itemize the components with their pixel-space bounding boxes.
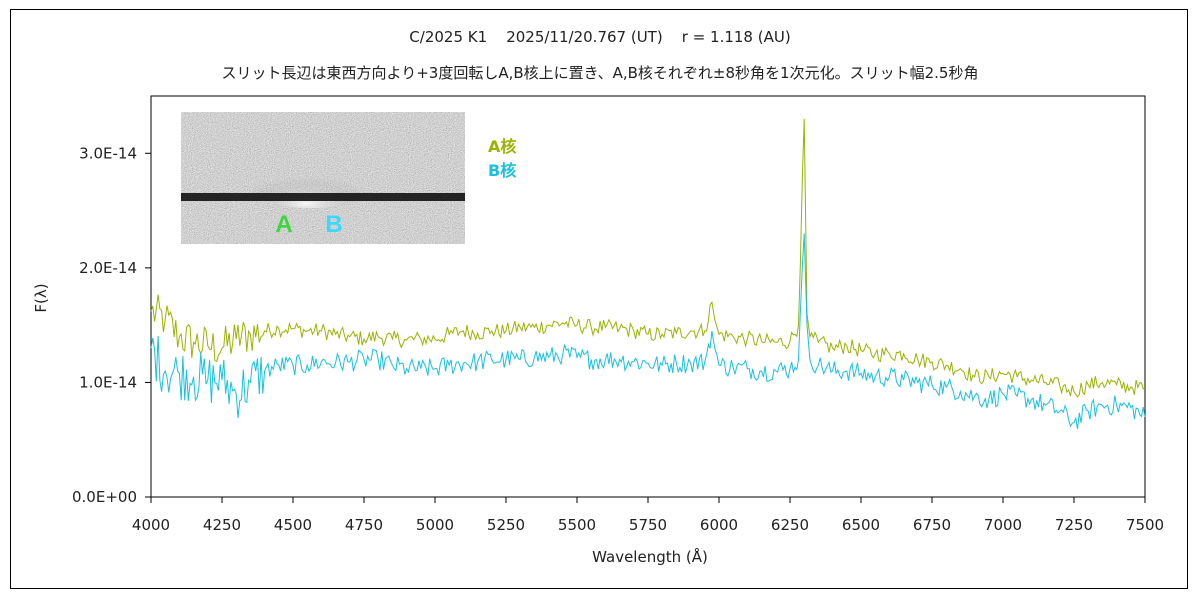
x-axis: 4000 4250 4500 4750 5000 5250 5500 5750 6000 6250… xyxy=(132,497,1164,534)
x-tick-label: 5500 xyxy=(558,516,596,534)
chart-frame xyxy=(10,9,1188,589)
y-tick-label: 2.0E-14 xyxy=(79,259,137,277)
x-tick-label: 4750 xyxy=(345,516,383,534)
x-tick-label: 4500 xyxy=(274,516,312,534)
nucleus-b-label: B xyxy=(325,211,342,238)
slit-band xyxy=(181,193,465,201)
x-tick-label: 7250 xyxy=(1055,516,1093,534)
x-tick-label: 5750 xyxy=(629,516,667,534)
y-axis-label: F(λ) xyxy=(32,283,50,312)
nucleus-a-label: A xyxy=(275,211,292,238)
chart-title: C/2025 K1 2025/11/20.767 (UT) r = 1.118 … xyxy=(409,28,791,46)
x-tick-label: 6500 xyxy=(842,516,880,534)
y-axis: 0.0E+00 1.0E-14 2.0E-14 3.0E-14 xyxy=(72,144,151,506)
y-tick-label: 3.0E-14 xyxy=(79,144,137,162)
x-axis-label: Wavelength (Å) xyxy=(592,547,708,566)
series-line-b xyxy=(150,233,1146,430)
x-tick-label: 5000 xyxy=(416,516,454,534)
x-tick-label: 6000 xyxy=(700,516,738,534)
y-tick-label: 0.0E+00 xyxy=(72,488,137,506)
x-tick-label: 5250 xyxy=(487,516,525,534)
x-tick-label: 6750 xyxy=(913,516,951,534)
coma-glow xyxy=(252,164,372,208)
inset-image: A B xyxy=(181,112,465,244)
x-tick-label: 6250 xyxy=(771,516,809,534)
x-tick-label: 7500 xyxy=(1126,516,1164,534)
legend-series-b: B核 xyxy=(488,161,516,180)
legend-series-a: A核 xyxy=(488,137,516,156)
series-line-a xyxy=(150,118,1146,398)
series-group xyxy=(150,118,1146,430)
x-tick-label: 4250 xyxy=(203,516,241,534)
x-tick-label: 7000 xyxy=(984,516,1022,534)
y-tick-label: 1.0E-14 xyxy=(79,373,137,391)
chart-subtitle: スリット長辺は東西方向より+3度回転しA,B核上に置き、A,B核それぞれ±8秒角… xyxy=(221,64,979,82)
x-tick-label: 4000 xyxy=(132,516,170,534)
